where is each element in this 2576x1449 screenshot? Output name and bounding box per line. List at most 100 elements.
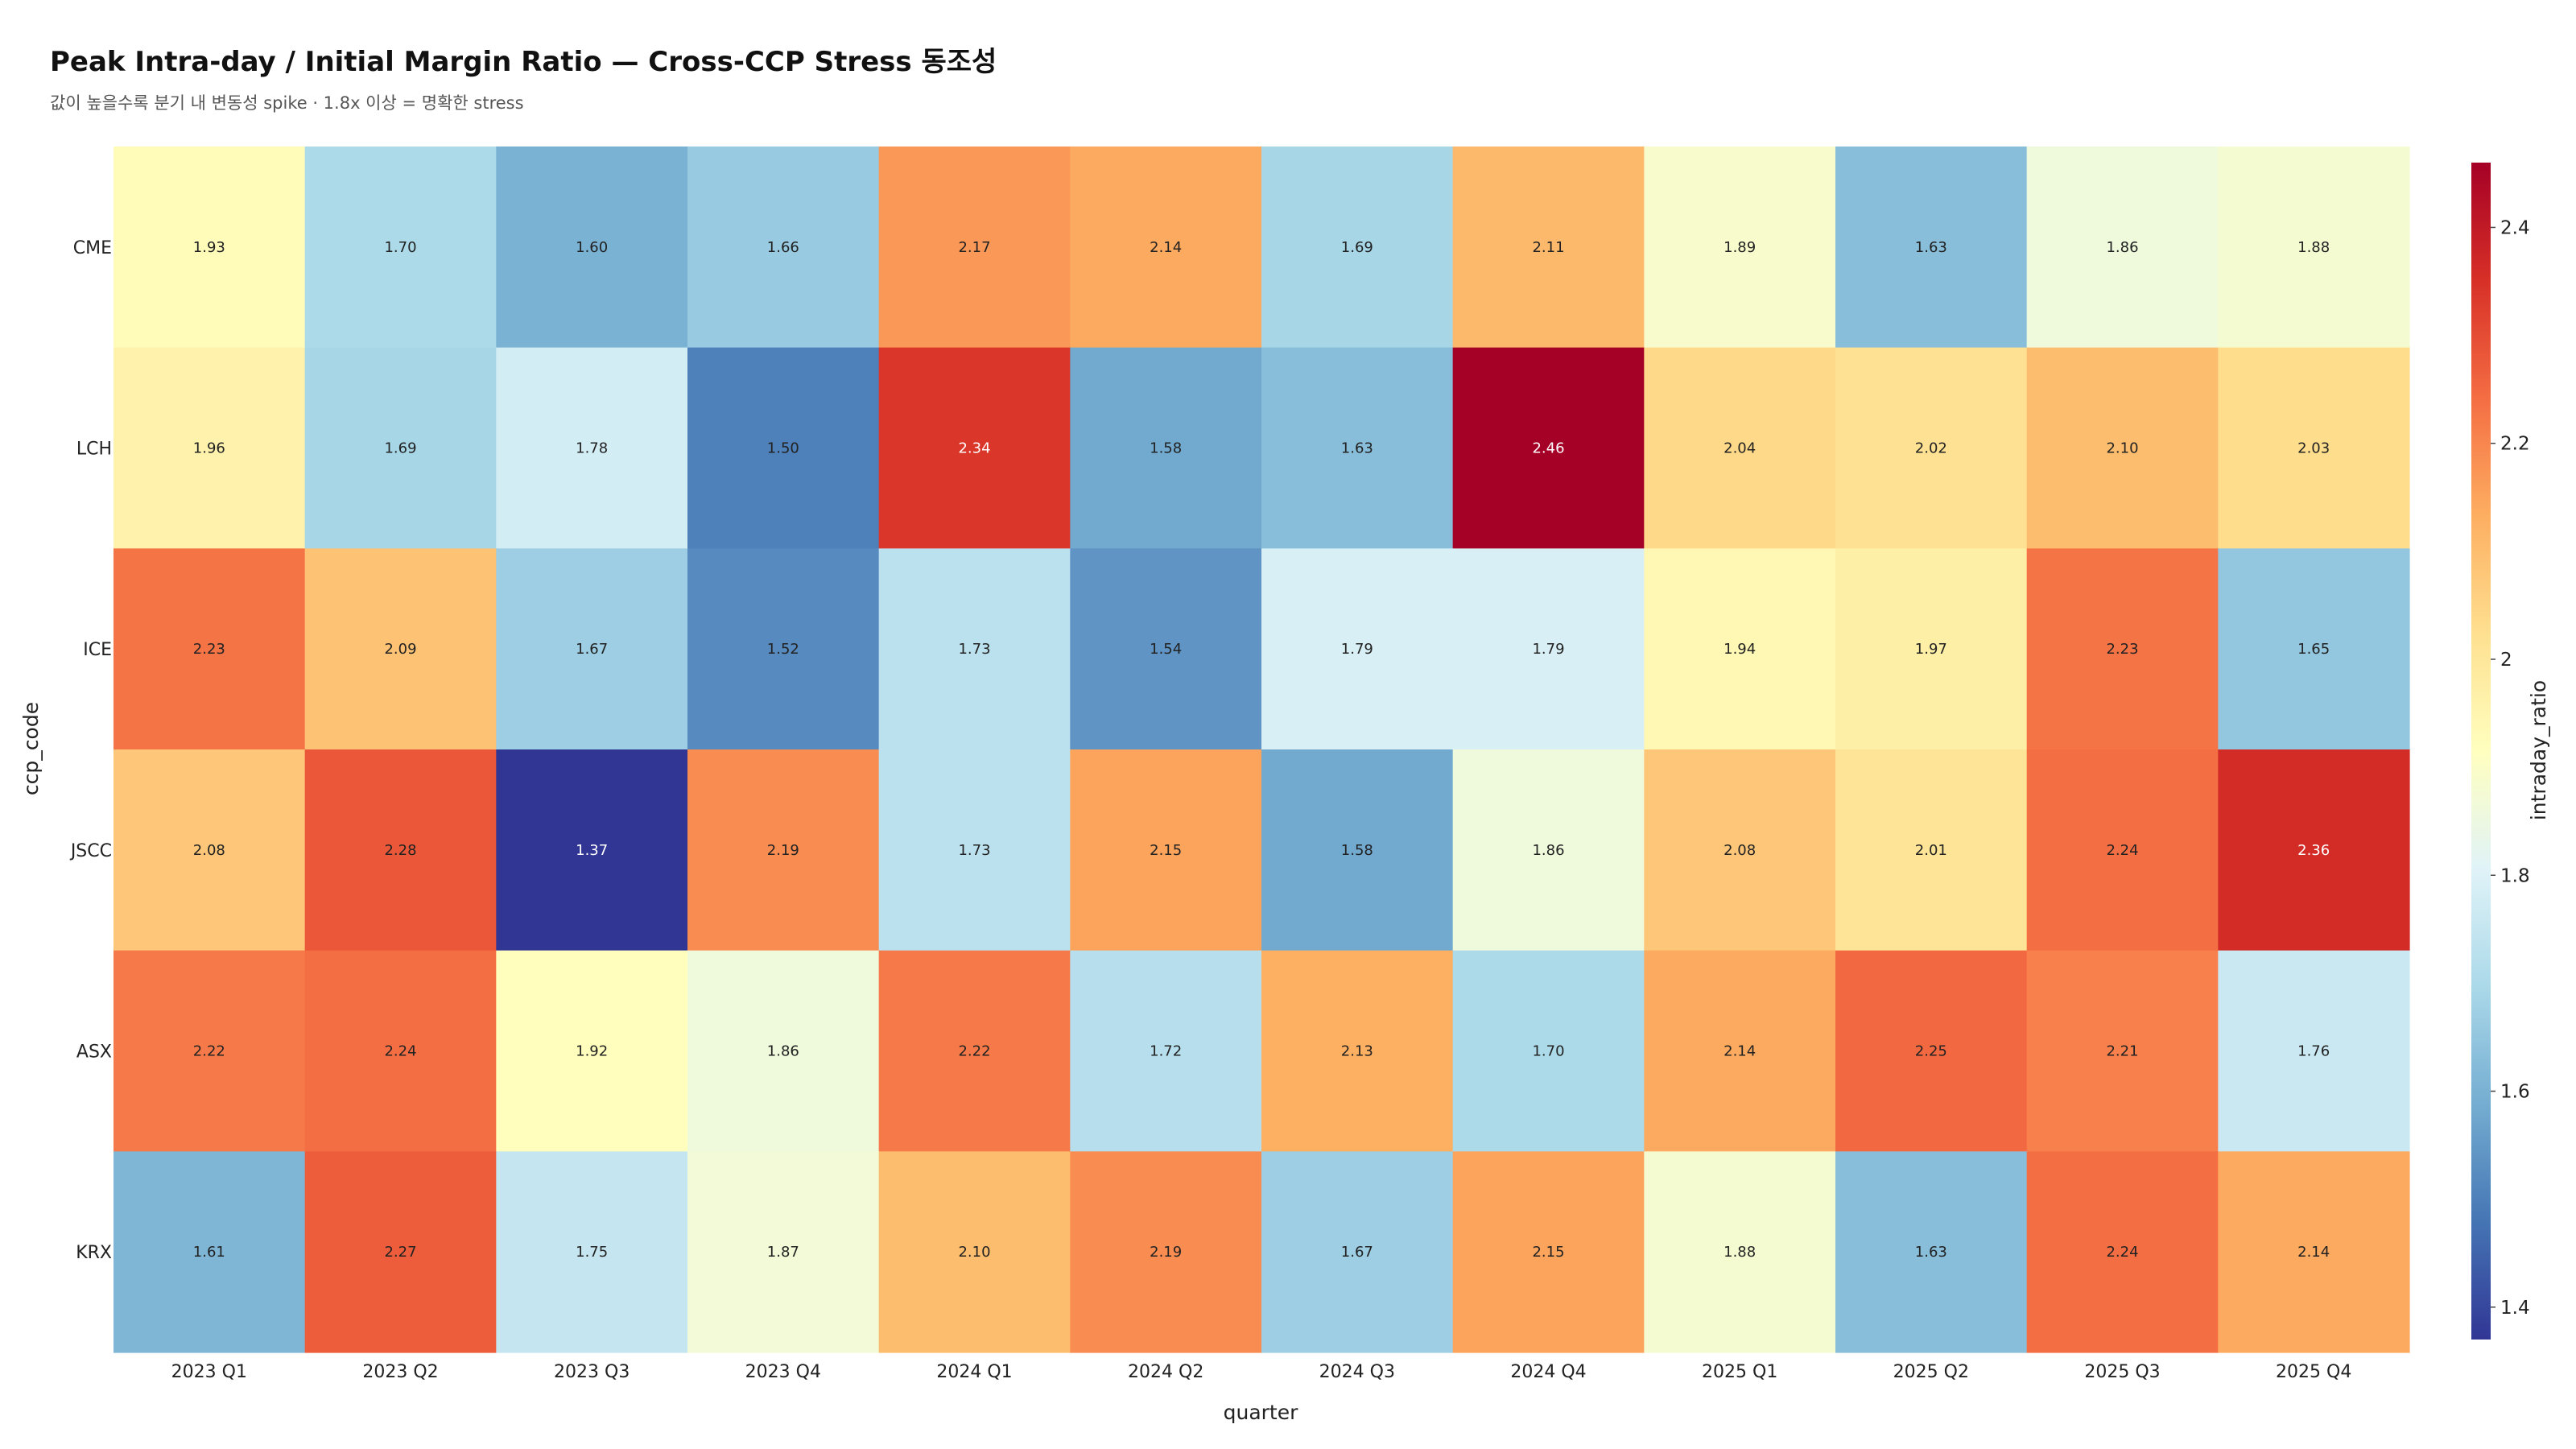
heatmap-cell: [2218, 548, 2410, 750]
heatmap-cell: [304, 548, 497, 750]
y-tick-label: LCH: [76, 440, 112, 460]
heatmap-cell: [1070, 147, 1262, 349]
colorbar-tick-label: 2.4: [2500, 217, 2530, 238]
heatmap-cell: [878, 347, 1071, 549]
heatmap-cell: [2026, 1151, 2219, 1353]
cell-value-label: 1.88: [1724, 1244, 1756, 1261]
x-tick-label: 2023 Q4: [745, 1362, 821, 1382]
heatmap-cell: [2026, 950, 2219, 1152]
cell-value-label: 1.61: [193, 1244, 225, 1261]
colorbar-ticks: 1.4 1.6 1.8 2 2.2 2.4: [2491, 217, 2530, 1319]
heatmap-cell: [2218, 950, 2410, 1152]
y-tick-label: JSCC: [69, 841, 112, 861]
cell-value-label: 1.73: [958, 641, 990, 658]
cell-value-label: 2.10: [2106, 440, 2138, 457]
x-tick-label: 2025 Q4: [2276, 1362, 2351, 1382]
x-tick-label: 2023 Q3: [554, 1362, 630, 1382]
heatmap-cell: [1835, 147, 2028, 349]
cell-value-label: 1.79: [1341, 641, 1373, 658]
chart-subtitle: 값이 높을수록 분기 내 변동성 spike · 1.8x 이상 = 명확한 s…: [50, 93, 524, 113]
heatmap-cell: [1644, 749, 1836, 952]
cell-value-label: 2.09: [384, 641, 416, 658]
cell-value-label: 1.63: [1341, 440, 1373, 457]
cell-value-label: 1.96: [193, 440, 225, 457]
cell-value-label: 2.02: [1915, 440, 1947, 457]
heatmap-cell: [114, 950, 306, 1152]
heatmap-cell: [1835, 749, 2028, 952]
cell-value-label: 2.10: [958, 1244, 990, 1261]
cell-value-label: 1.94: [1724, 641, 1756, 658]
cell-value-label: 1.87: [767, 1244, 799, 1261]
cell-value-label: 1.93: [193, 239, 225, 256]
heatmap-cell: [687, 950, 880, 1152]
cell-value-label: 1.67: [576, 641, 608, 658]
heatmap-cell: [1261, 1151, 1454, 1353]
heatmap-cell: [2218, 749, 2410, 952]
cell-value-label: 1.37: [576, 842, 608, 859]
heatmap-cell: [1261, 950, 1454, 1152]
x-axis-title: quarter: [1224, 1401, 1298, 1424]
heatmap-cell: [878, 749, 1071, 952]
heatmap-cell: [304, 347, 497, 549]
cell-value-label: 2.22: [958, 1043, 990, 1060]
cell-value-label: 1.76: [2297, 1043, 2330, 1060]
cell-value-label: 2.24: [2106, 1244, 2138, 1261]
x-tick-label: 2024 Q2: [1128, 1362, 1203, 1382]
cell-value-label: 2.27: [384, 1244, 416, 1261]
heatmap-cell: [2026, 749, 2219, 952]
cell-value-label: 1.58: [1341, 842, 1373, 859]
heatmap-cell: [496, 950, 688, 1152]
cell-value-label: 1.86: [767, 1043, 799, 1060]
colorbar: 1.4 1.6 1.8 2 2.2 2.4 intraday_ratio: [2471, 163, 2550, 1340]
cell-value-label: 2.08: [193, 842, 225, 859]
heatmap-cell: [1261, 147, 1454, 349]
cell-value-label: 1.73: [958, 842, 990, 859]
heatmap-cell: [878, 950, 1071, 1152]
x-tick-label: 2023 Q2: [362, 1362, 438, 1382]
cell-value-label: 2.04: [1724, 440, 1756, 457]
colorbar-tick-label: 1.6: [2500, 1082, 2530, 1103]
cell-value-label: 2.14: [2297, 1244, 2330, 1261]
cell-value-label: 2.08: [1724, 842, 1756, 859]
heatmap-cell: [114, 749, 306, 952]
heatmap-cell: [1070, 950, 1262, 1152]
chart-title: Peak Intra-day / Initial Margin Ratio — …: [50, 46, 997, 78]
cell-value-label: 1.58: [1150, 440, 1182, 457]
cell-value-label: 1.88: [2297, 239, 2330, 256]
y-tick-label: ASX: [76, 1042, 112, 1063]
heatmap-cell: [1835, 950, 2028, 1152]
heatmap-cell: [687, 548, 880, 750]
heatmap-cell: [1452, 347, 1645, 549]
heatmap-cell: [2026, 548, 2219, 750]
cell-value-label: 1.66: [767, 239, 799, 256]
heatmap-cell: [496, 347, 688, 549]
heatmap-cell: [1644, 950, 1836, 1152]
heatmap-cell: [1070, 347, 1262, 549]
heatmap-cell: [1070, 1151, 1262, 1353]
colorbar-gradient: [2471, 163, 2491, 1340]
heatmap-cell: [2026, 147, 2219, 349]
cell-value-label: 2.21: [2106, 1043, 2138, 1060]
heatmap-cell: [1452, 548, 1645, 750]
heatmap-cell: [1835, 548, 2028, 750]
heatmap-cell: [1644, 548, 1836, 750]
heatmap-cell: [1261, 749, 1454, 952]
cell-value-label: 2.23: [193, 641, 225, 658]
cell-value-label: 2.28: [384, 842, 416, 859]
heatmap-cell: [2218, 147, 2410, 349]
x-tick-label: 2023 Q1: [171, 1362, 247, 1382]
x-axis-ticks: 2023 Q1 2023 Q2 2023 Q3 2023 Q4 2024 Q1 2024 …: [171, 1362, 2352, 1382]
cell-value-label: 2.14: [1150, 239, 1182, 256]
cell-value-label: 2.19: [767, 842, 799, 859]
heatmap-cell: [687, 749, 880, 952]
cell-value-label: 1.72: [1150, 1043, 1182, 1060]
cell-value-label: 1.86: [2106, 239, 2138, 256]
cell-value-label: 2.24: [2106, 842, 2138, 859]
heatmap-cell: [1835, 1151, 2028, 1353]
heatmap-cell: [496, 1151, 688, 1353]
heatmap-cell: [304, 749, 497, 952]
cell-value-label: 2.15: [1150, 842, 1182, 859]
heatmap-cell: [2218, 1151, 2410, 1353]
cell-value-label: 1.86: [1532, 842, 1564, 859]
